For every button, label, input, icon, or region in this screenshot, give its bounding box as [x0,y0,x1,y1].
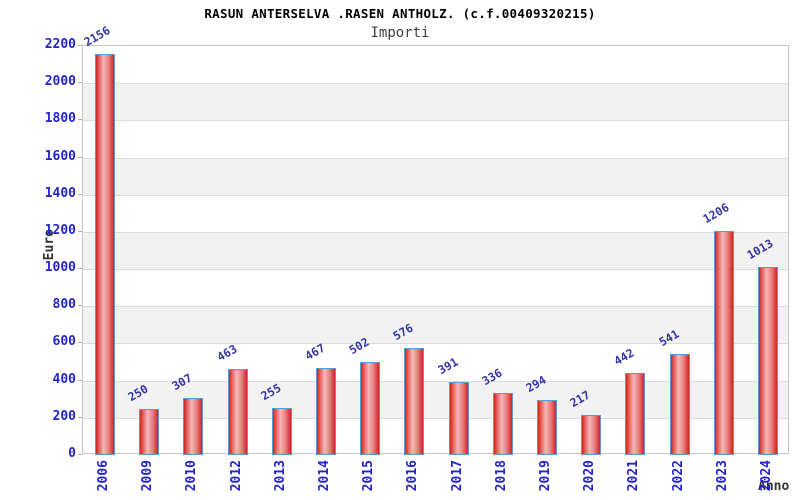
bar-2017 [448,382,469,455]
x-tick-label: 2021 [626,460,642,492]
y-tick-mark [78,230,82,232]
y-tick-label: 200 [52,408,76,424]
chart-title: RASUN ANTERSELVA .RASEN ANTHOLZ. (c.f.00… [204,6,596,21]
gridline [83,83,788,85]
x-tick-label: 2006 [96,460,112,492]
bar-2021 [625,372,646,455]
y-tick-label: 1800 [44,111,76,127]
y-tick-label: 600 [52,334,76,350]
bar-2023 [713,230,734,455]
gridline [83,231,788,233]
grid-band [83,306,788,344]
chart-subtitle: Importi [370,25,430,41]
bar-2020 [581,414,602,455]
x-tick-label: 2023 [714,460,730,492]
gridline [83,269,788,271]
x-tick-label: 2010 [184,460,200,492]
grid-band [83,157,788,195]
x-tick-label: 2015 [361,460,377,492]
plot-area: 2156 250 307 463 255 467 502 576 391 336 294 217 442… [82,23,789,455]
y-tick-label: 2000 [44,74,76,90]
y-tick-mark [78,416,82,418]
bar-2006 [95,54,116,455]
gridline [83,343,788,345]
x-tick-label: 2018 [493,460,509,492]
x-axis-title: Anno [758,479,790,494]
grid-band [83,231,788,270]
grid-band [83,195,788,232]
y-tick-mark [78,119,82,121]
bar-2010 [183,397,204,455]
y-tick-mark [78,305,82,307]
x-tick-label: 2020 [582,460,598,492]
gridline [83,417,788,419]
bar-2015 [360,361,381,455]
y-tick-label: 2200 [44,37,76,52]
bar-2019 [536,400,557,455]
gridline [83,194,788,196]
gridline [83,306,788,308]
y-tick-mark [78,454,82,455]
gridline [83,157,788,159]
gridline [83,120,788,122]
y-tick-label: 1000 [44,260,76,276]
x-tick-label: 2024 [758,460,774,492]
y-tick-mark [78,45,82,46]
x-tick-label: 2019 [537,460,553,492]
x-tick-label: 2009 [140,460,156,492]
y-tick-mark [78,82,82,84]
y-tick-label: 400 [52,371,76,387]
grid-band [83,120,788,157]
grid-band [83,269,788,306]
y-tick-label: 1600 [44,148,76,164]
x-tick-label: 2014 [317,460,333,492]
bar-2022 [669,354,690,455]
gridline [83,380,788,382]
bar-2013 [271,407,292,455]
y-tick-label: 800 [52,297,76,313]
y-tick-mark [78,342,82,344]
grid-band [83,83,788,121]
x-tick-label: 2013 [272,460,288,492]
y-tick-mark [78,193,82,195]
bar-2012 [227,368,248,455]
grid-band [83,46,788,83]
x-tick-label: 2012 [228,460,244,492]
y-tick-mark [78,268,82,270]
bar-2009 [139,408,160,455]
bar-2018 [492,392,513,455]
y-tick-label: 1200 [44,222,76,238]
x-tick-label: 2022 [670,460,686,492]
bar-2014 [316,368,337,455]
bar-2016 [404,347,425,455]
bar-2024 [757,266,778,455]
y-tick-label: 1400 [44,185,76,201]
y-tick-label: 0 [68,446,76,461]
y-tick-mark [78,156,82,158]
x-tick-label: 2017 [449,460,465,492]
x-tick-label: 2016 [405,460,421,492]
y-tick-mark [78,379,82,381]
